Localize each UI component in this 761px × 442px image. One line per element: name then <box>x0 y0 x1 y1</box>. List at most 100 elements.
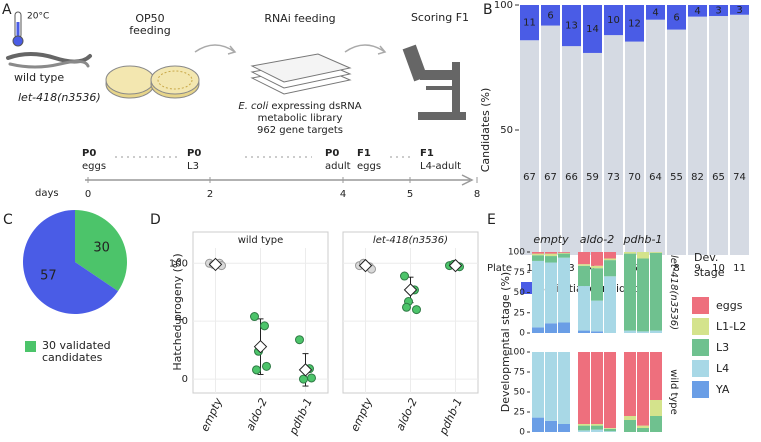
library-species: E. coli <box>238 101 269 112</box>
stage-name: L4-adult <box>420 161 461 172</box>
bar-segment <box>532 352 544 418</box>
legend-label: L4 <box>716 362 729 375</box>
bar-value-label: 65 <box>712 172 725 183</box>
x-tick-label: 9 <box>694 263 700 274</box>
legend-label: eggs <box>716 299 743 312</box>
bar-segment <box>650 252 662 331</box>
stage-name: eggs <box>357 161 381 172</box>
bar-segment <box>578 265 590 287</box>
x-tick-label: 1 <box>526 263 532 274</box>
bar-segment <box>637 331 649 333</box>
y-tick-label: 100 <box>169 258 188 269</box>
bar-segment <box>624 352 636 416</box>
y-axis-title: Candidates (%) <box>479 88 492 173</box>
bar-value-label: 66 <box>565 172 578 183</box>
stage-group: F1 <box>357 148 371 159</box>
y-tick-label: 50 <box>175 316 188 327</box>
bar-value-label: 6 <box>547 10 553 21</box>
bar-segment <box>624 253 636 331</box>
facet-title: let-418(n3536) <box>373 235 448 246</box>
bar-segment <box>604 428 616 432</box>
x-tick-label: pdhb-1 <box>436 396 465 438</box>
bar-value-label: 14 <box>586 24 599 35</box>
timeline-tick-label: 4 <box>340 189 346 200</box>
stage-group: P0 <box>325 148 339 159</box>
y-tick-label: 50 <box>514 388 526 398</box>
legend-swatch <box>692 360 709 377</box>
legend-swatch <box>692 297 709 314</box>
stage-group: P0 <box>187 148 201 159</box>
y-tick-label: 25 <box>514 308 525 318</box>
bar-segment <box>591 424 603 426</box>
bar-value-label: 12 <box>628 18 641 29</box>
bar-segment <box>578 430 590 432</box>
y-tick-label: 50 <box>514 288 526 298</box>
bar-segment <box>545 420 557 432</box>
data-point <box>412 305 421 315</box>
bar-segment <box>646 5 665 20</box>
bar-segment <box>604 5 623 36</box>
bar-segment <box>604 276 616 333</box>
x-axis-title: Plate <box>487 263 512 274</box>
y-tick-label: 25 <box>514 408 525 418</box>
stage-group: P0 <box>82 148 96 159</box>
y-tick-label: 0 <box>519 428 525 438</box>
y-tick-label: 50 <box>500 125 513 136</box>
bar-segment <box>604 35 623 255</box>
mean-diamond <box>403 283 418 297</box>
column-title: pdhb-1 <box>623 233 663 246</box>
bar-segment <box>591 425 603 430</box>
step-title: RNAi feeding <box>264 12 336 25</box>
data-point <box>260 321 269 331</box>
data-point <box>252 365 261 375</box>
x-tick-label: 10 <box>712 263 725 274</box>
x-tick-label: empty <box>348 396 375 434</box>
bar-segment <box>558 252 570 253</box>
bar-segment <box>532 253 544 256</box>
bar-segment <box>545 253 557 257</box>
bar-segment <box>624 416 636 420</box>
bar-value-label: 3 <box>715 6 721 17</box>
y-tick-label: 75 <box>514 268 525 278</box>
mean-diamond <box>298 363 313 377</box>
bar-value-label: 55 <box>670 172 683 183</box>
bar-segment <box>625 5 644 42</box>
x-tick-label: pdhb-1 <box>286 396 315 438</box>
row-title: let-418(n3536) <box>668 255 679 330</box>
petri-dishes <box>105 65 200 99</box>
bar-segment <box>545 262 557 324</box>
column-title: empty <box>533 233 569 246</box>
timeline-tick-label: 5 <box>407 189 413 200</box>
bar-segment <box>604 252 616 259</box>
data-point <box>400 271 409 281</box>
bar-value-label: 74 <box>733 172 746 183</box>
mean-diamond <box>253 339 268 354</box>
bar-segment <box>558 424 570 432</box>
legend-label: L1-L2 <box>716 320 746 333</box>
panel-label: C <box>3 212 13 228</box>
bar-segment <box>520 5 539 41</box>
bar-segment <box>637 252 649 259</box>
stage-name: L3 <box>187 161 199 172</box>
bar-segment <box>624 420 636 432</box>
bar-segment <box>591 331 603 333</box>
bar-segment <box>637 425 649 428</box>
bar-segment <box>646 19 665 255</box>
timeline-tick-label: 0 <box>85 189 91 200</box>
well-plates <box>250 53 352 95</box>
y-tick-label: 100 <box>508 348 525 358</box>
bar-segment <box>591 268 603 301</box>
library-line: E. coli expressing dsRNA <box>225 101 375 113</box>
timeline-tick-label: 2 <box>207 189 213 200</box>
facet-title: wild type <box>238 235 284 246</box>
bar-segment <box>545 256 557 263</box>
x-tick-label: 8 <box>673 263 679 274</box>
bar-value-label: 3 <box>736 5 742 16</box>
bar-segment <box>532 417 544 432</box>
bar-segment <box>591 300 603 332</box>
bar-value-label: 6 <box>673 12 679 23</box>
strain-label: let-418(n3536) <box>18 91 101 104</box>
pie-value-label: 30 <box>93 240 110 255</box>
panel-label: B <box>483 2 493 18</box>
